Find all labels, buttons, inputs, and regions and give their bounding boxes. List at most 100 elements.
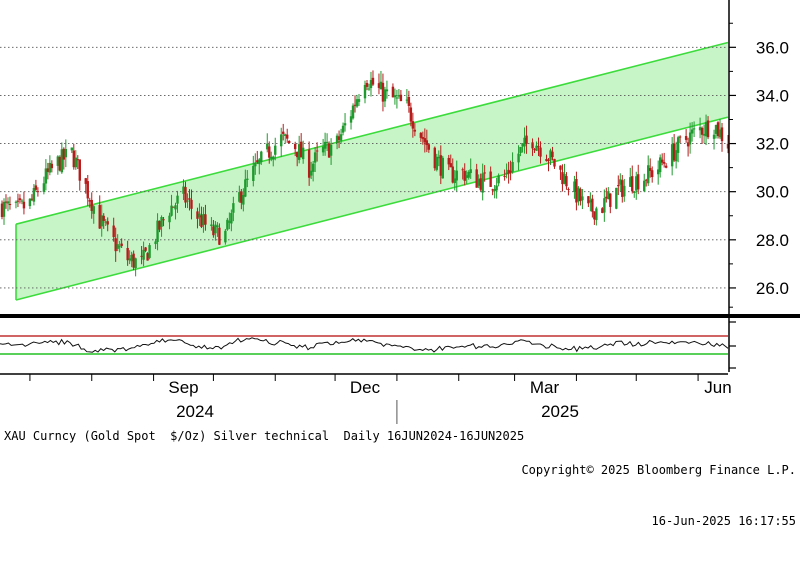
candle-body xyxy=(118,246,121,248)
candle-body xyxy=(144,247,147,251)
candle-body xyxy=(126,247,129,261)
candle-body xyxy=(228,221,231,223)
candle-body xyxy=(393,95,397,98)
candle-body xyxy=(8,204,12,206)
candle-body xyxy=(427,144,431,150)
candle-body xyxy=(505,172,508,174)
candle-body xyxy=(621,180,624,197)
candle-body xyxy=(551,151,554,158)
candle-body xyxy=(489,171,492,187)
candle-body xyxy=(34,185,38,190)
x-month-label: Sep xyxy=(168,378,198,397)
candle-body xyxy=(511,162,514,172)
candle-body xyxy=(712,134,716,139)
candle-body xyxy=(36,191,40,193)
candle-body xyxy=(282,131,285,134)
candle-body xyxy=(329,144,333,156)
candle-body xyxy=(461,169,464,171)
candle-body xyxy=(692,128,696,130)
candle-body xyxy=(617,185,620,187)
footer-right: Copyright© 2025 Bloomberg Finance L.P. 1… xyxy=(521,428,796,564)
candle-body xyxy=(168,215,171,223)
candle-body xyxy=(309,170,313,176)
candle-body xyxy=(20,200,24,202)
candle-body xyxy=(242,195,245,205)
candle-body xyxy=(539,147,542,157)
candle-body xyxy=(577,187,580,202)
candle-body xyxy=(437,157,440,159)
candle-body xyxy=(307,149,311,178)
candle-body xyxy=(286,134,289,139)
candle-body xyxy=(86,181,89,199)
candle-body xyxy=(619,179,622,185)
candle-body xyxy=(22,201,26,209)
candle-body xyxy=(295,151,299,158)
candle-body xyxy=(670,144,674,167)
candle-body xyxy=(297,144,301,160)
candle-body xyxy=(643,180,646,192)
candle-body xyxy=(517,153,520,163)
candle-body xyxy=(84,178,87,184)
candle-body xyxy=(321,146,325,153)
candle-body xyxy=(587,196,590,204)
candle-body xyxy=(467,172,470,178)
candle-body xyxy=(533,148,536,150)
candle-body xyxy=(70,147,74,151)
candle-body xyxy=(615,187,618,209)
candle-body xyxy=(44,168,48,184)
y-tick-label: 32.0 xyxy=(756,135,789,154)
candle-body xyxy=(537,146,540,148)
x-year-label: 2025 xyxy=(541,402,579,421)
y-tick-label: 28.0 xyxy=(756,231,789,250)
candle-body xyxy=(595,208,598,221)
candle-body xyxy=(465,175,468,178)
candle-body xyxy=(4,201,8,203)
candle-body xyxy=(377,83,381,88)
candle-body xyxy=(475,169,478,188)
candle-body xyxy=(439,155,442,176)
candle-body xyxy=(274,145,277,155)
candle-body xyxy=(214,224,217,234)
candle-body xyxy=(575,178,578,203)
candle-body xyxy=(114,238,117,252)
candle-body xyxy=(353,104,357,106)
candle-body xyxy=(479,178,482,190)
candle-body xyxy=(148,245,151,258)
y-axis: 26.0 28.0 30.0 32.0 34.0 36.0 xyxy=(728,0,789,316)
candle-body xyxy=(134,258,137,268)
candle-body xyxy=(525,135,528,144)
candle-body xyxy=(395,97,399,99)
candle-body xyxy=(698,127,702,131)
price-chart: 26.0 28.0 30.0 32.0 34.0 36.0 Sep Dec Mar Jun 202… xyxy=(0,0,800,424)
candle-body xyxy=(200,215,203,227)
candle-body xyxy=(0,203,4,217)
candle-body xyxy=(367,88,371,90)
candle-body xyxy=(690,129,694,134)
oscillator-panel xyxy=(0,314,800,372)
candle-body xyxy=(481,173,484,193)
candle-body xyxy=(100,215,103,227)
candle-body xyxy=(218,227,221,245)
candle-body xyxy=(483,172,486,174)
candle-body xyxy=(6,201,10,204)
candle-body xyxy=(405,99,409,101)
candle-body xyxy=(266,143,269,150)
candle-body xyxy=(591,198,594,212)
candle-body xyxy=(365,82,369,87)
candle-body xyxy=(64,148,68,158)
candle-body xyxy=(158,221,161,230)
candle-body xyxy=(272,156,275,160)
candle-body xyxy=(116,244,119,249)
candle-body xyxy=(140,255,143,257)
candle-body xyxy=(497,175,500,184)
candle-body xyxy=(184,187,187,203)
candle-body xyxy=(74,157,77,168)
y-tick-label: 30.0 xyxy=(756,183,789,202)
candle-body xyxy=(413,129,417,132)
candle-body xyxy=(154,241,157,245)
candle-body xyxy=(565,176,568,187)
candle-body xyxy=(601,208,604,213)
candle-body xyxy=(385,89,389,92)
candle-body xyxy=(718,129,722,138)
candle-body xyxy=(176,195,179,204)
